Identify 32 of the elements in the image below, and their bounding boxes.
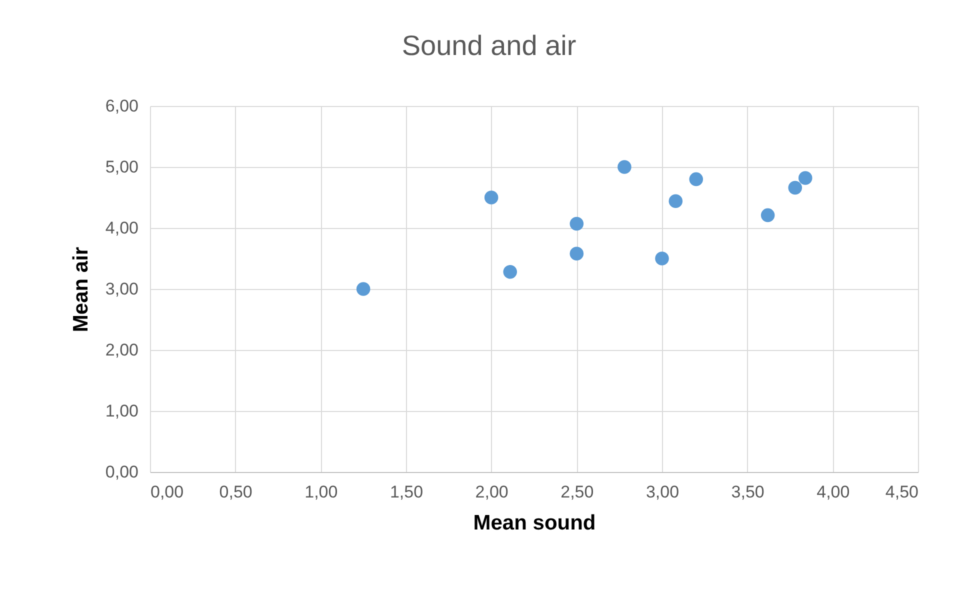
point	[689, 172, 704, 186]
y-tick-label: 0,00	[105, 462, 138, 482]
x-tick-label: 1,00	[304, 482, 338, 502]
point	[798, 171, 812, 185]
y-tick-label: 1,00	[105, 402, 138, 420]
point	[788, 180, 802, 195]
y-tick-label: 5,00	[105, 158, 138, 176]
x-tick-label: 0,50	[219, 482, 252, 502]
y-tick-label: 2,00	[105, 340, 138, 360]
x-axis-title: Mean sound	[473, 512, 596, 534]
x-tick-label: 4,50	[885, 482, 918, 502]
point	[618, 160, 632, 174]
point	[503, 265, 517, 279]
y-axis-title: Mean air	[69, 246, 92, 332]
point	[356, 282, 370, 296]
x-tick-label: 3,00	[646, 482, 680, 502]
chart-title: Sound and air	[402, 30, 576, 61]
x-tick-label: 2,00	[475, 482, 508, 502]
y-tick-label: 3,00	[105, 280, 138, 298]
y-tick-label: 4,00	[105, 218, 138, 238]
x-tick-label: 3,50	[731, 482, 764, 502]
x-tick-label: 4,00	[816, 482, 850, 502]
point	[760, 208, 775, 222]
x-tick-label: 1,50	[390, 482, 424, 502]
point	[570, 246, 584, 260]
point	[484, 190, 498, 204]
point	[570, 216, 584, 231]
point	[668, 194, 683, 208]
x-tick-label: 2,50	[560, 482, 594, 502]
point	[655, 252, 669, 266]
x-tick-label: 0,00	[150, 482, 184, 502]
y-tick-label: 6,00	[105, 96, 138, 116]
